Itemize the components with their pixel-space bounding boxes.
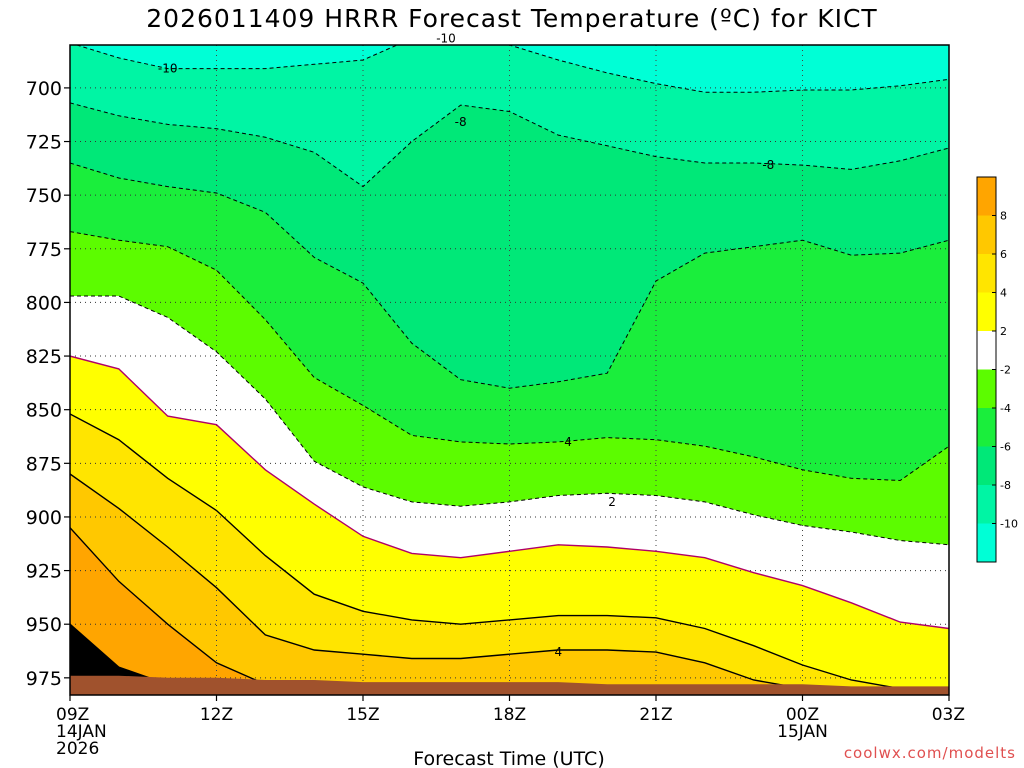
grid-layer <box>70 45 949 695</box>
contour-label: -8 <box>455 115 467 129</box>
y-tick-label: 975 <box>26 668 62 690</box>
credit-link[interactable]: coolwx.com/modelts <box>843 744 1016 762</box>
x-tick-date: 15JAN <box>777 722 828 742</box>
contour-label: 4 <box>564 435 572 449</box>
y-tick-label: 750 <box>26 185 62 207</box>
contour-label: -8 <box>762 158 774 172</box>
isotherm-minus-6 <box>70 162 949 389</box>
isotherm-0 <box>70 355 949 630</box>
x-tick-label: 15Z <box>346 705 379 725</box>
colorbar-tick-label: -2 <box>1000 364 1011 377</box>
colorbar-tick-label: -4 <box>1000 402 1011 415</box>
x-axis-label: Forecast Time (UTC) <box>413 748 604 768</box>
y-tick-label: 950 <box>26 614 62 636</box>
chart-title: 2026011409 HRRR Forecast Temperature (ºC… <box>146 4 878 33</box>
isotherm-2 <box>70 413 949 694</box>
colorbar-tick-label: -8 <box>1000 479 1011 492</box>
x-tick-year: 2026 <box>56 739 99 759</box>
colorbar-tick-label: 8 <box>1000 210 1007 223</box>
contour-label: -10 <box>158 62 178 76</box>
y-tick-label: 925 <box>26 561 62 583</box>
y-tick-label: 700 <box>26 78 62 100</box>
contour-label: -10 <box>436 32 456 46</box>
colorbar-tick-label: 4 <box>1000 287 1007 300</box>
y-axis: 700 725 750 775 800 825 850 875 900 925 950 975 <box>26 78 70 690</box>
colorbar-swatch <box>977 292 996 331</box>
y-tick-label: 900 <box>26 507 62 529</box>
x-tick-label: 12Z <box>200 705 233 725</box>
colorbar-swatch <box>977 408 996 447</box>
y-tick-label: 725 <box>26 132 62 154</box>
colorbar-swatch <box>977 215 996 254</box>
contour-label: 2 <box>608 495 616 509</box>
x-tick-label: 00Z <box>786 705 819 725</box>
colorbar-tick-label: 2 <box>1000 325 1007 338</box>
colorbar-swatch <box>977 446 996 485</box>
ground-layer <box>70 675 949 695</box>
y-tick-label: 875 <box>26 453 62 475</box>
colorbar-swatch <box>977 523 996 562</box>
ground-surface <box>70 675 949 695</box>
y-tick-label: 775 <box>26 239 62 261</box>
colorbar-tick-label: -10 <box>1000 518 1018 531</box>
x-tick-label: 18Z <box>493 705 526 725</box>
isotherm-minus-2 <box>70 295 949 546</box>
colorbar-swatch <box>977 331 996 370</box>
y-tick-label: 800 <box>26 292 62 314</box>
y-tick-label: 850 <box>26 400 62 422</box>
contour-label: 4 <box>555 645 563 659</box>
band-above-2 <box>70 414 949 695</box>
isotherm-minus-4 <box>70 231 949 482</box>
colorbar-swatch <box>977 369 996 408</box>
isotherm-minus-8 <box>70 102 949 188</box>
colorbar-swatch <box>977 177 996 216</box>
colorbar-tick-label: 6 <box>1000 248 1007 261</box>
colorbar-swatch <box>977 254 996 293</box>
colorbar-tick-label: -6 <box>1000 441 1011 454</box>
isotherm-minus-10 <box>75 45 949 93</box>
y-tick-label: 825 <box>26 346 62 368</box>
colorbar-legend: -10 -8 -6 -4 -2 2 4 6 8 <box>976 176 1018 563</box>
colorbar-swatch <box>977 485 996 524</box>
contour-label-layer: -10 -10 -8 -8 4 2 4 <box>158 32 774 660</box>
x-tick-label: 21Z <box>639 705 672 725</box>
x-tick-label: 09Z <box>56 705 89 725</box>
x-tick-label: 03Z <box>932 705 965 725</box>
x-tick-date: 14JAN <box>56 722 107 742</box>
